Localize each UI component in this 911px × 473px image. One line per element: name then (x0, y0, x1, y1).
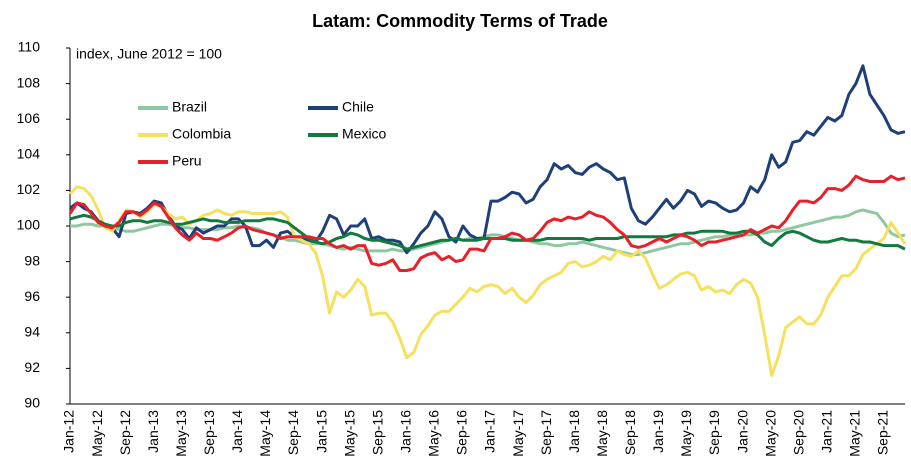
x-tick-label: May-15 (341, 410, 357, 457)
x-tick-label: May-17 (510, 410, 526, 457)
x-tick-label: Jan-15 (313, 410, 329, 453)
x-tick-label: Jan-21 (819, 410, 835, 453)
x-tick-label: May-12 (89, 410, 105, 457)
legend-label: Peru (172, 153, 202, 169)
series-line (68, 174, 906, 272)
legend-label: Brazil (172, 99, 207, 115)
series-line (69, 213, 906, 251)
x-tick-label: Sep-18 (622, 410, 638, 455)
y-tick-label: 104 (17, 146, 41, 162)
y-tick-label: 92 (24, 359, 40, 375)
x-tick-label: Sep-19 (706, 410, 722, 455)
x-tick-label: Sep-13 (201, 410, 217, 455)
x-tick-label: May-14 (257, 410, 273, 457)
x-tick-label: Sep-12 (117, 410, 133, 455)
x-tick-label: Jan-14 (229, 410, 245, 453)
x-tick-label: Jan-19 (650, 410, 666, 453)
x-tick-label: Jan-18 (566, 410, 582, 453)
legend-label: Chile (342, 99, 374, 115)
x-tick-label: Jan-20 (734, 410, 750, 453)
annotation: index, June 2012 = 100 (76, 46, 222, 62)
y-tick-label: 94 (24, 324, 40, 340)
x-tick-label: Jan-12 (61, 410, 77, 453)
chart-title: Latam: Commodity Terms of Trade (312, 11, 608, 31)
y-tick-label: 96 (24, 288, 40, 304)
x-tick-label: May-13 (173, 410, 189, 457)
x-tick-label: May-16 (426, 410, 442, 457)
x-tick-label: Sep-20 (790, 410, 806, 455)
y-tick-label: 106 (17, 110, 41, 126)
legend-label: Mexico (342, 126, 387, 142)
x-tick-label: Sep-16 (454, 410, 470, 455)
series-line (68, 185, 907, 377)
x-tick-label: Sep-14 (285, 410, 301, 455)
y-tick-label: 90 (24, 395, 40, 411)
y-tick-label: 108 (17, 74, 41, 90)
y-tick-label: 110 (18, 39, 41, 55)
x-tick-label: Jan-16 (398, 410, 414, 453)
x-tick-label: May-20 (762, 410, 778, 457)
x-tick-label: May-21 (847, 410, 863, 457)
y-tick-label: 98 (24, 252, 40, 268)
y-tick-label: 100 (17, 217, 41, 233)
legend-label: Colombia (172, 126, 231, 142)
x-tick-label: Sep-15 (369, 410, 385, 455)
series-line (69, 64, 906, 255)
y-tick-label: 102 (17, 181, 41, 197)
x-tick-label: Jan-17 (482, 410, 498, 453)
x-tick-label: Sep-17 (538, 410, 554, 455)
x-tick-label: Jan-13 (145, 410, 161, 453)
x-tick-label: May-19 (678, 410, 694, 457)
x-tick-label: May-18 (594, 410, 610, 457)
x-tick-label: Sep-21 (875, 410, 891, 455)
